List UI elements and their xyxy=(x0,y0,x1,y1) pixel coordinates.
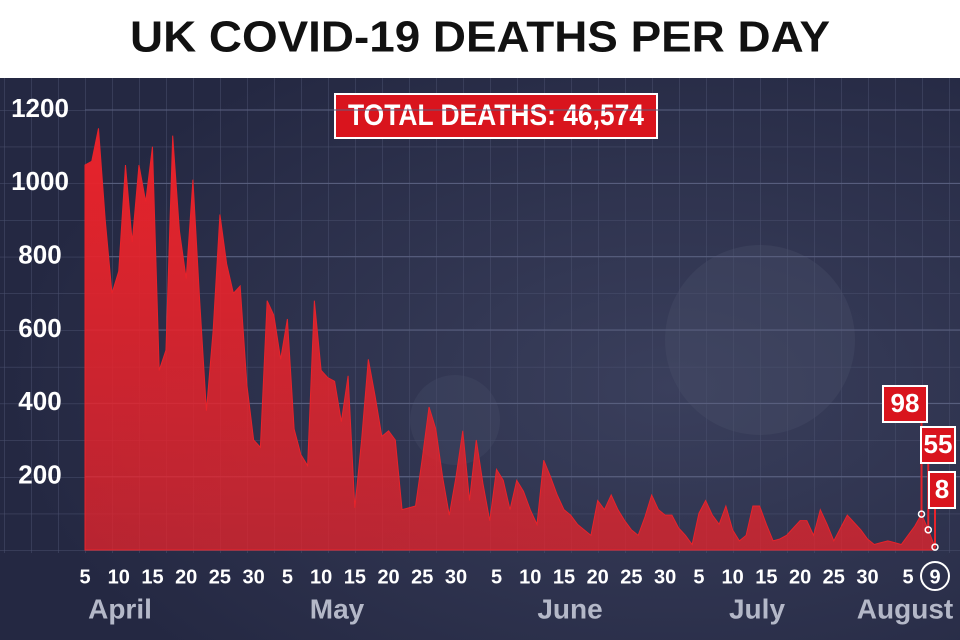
x-tick-label: 10 xyxy=(310,566,332,588)
x-tick-label: 5 xyxy=(491,566,502,588)
callout-dot xyxy=(917,510,926,518)
x-tick-label: 25 xyxy=(209,566,231,588)
x-tick-label: 9 xyxy=(929,566,940,588)
x-tick-label: 20 xyxy=(175,566,197,588)
x-tick-label: 15 xyxy=(141,566,163,588)
x-tick-label: 30 xyxy=(856,566,878,588)
x-tick-label: 25 xyxy=(620,566,642,588)
x-tick-label: 25 xyxy=(823,566,845,588)
x-tick-label: 15 xyxy=(755,566,777,588)
callout-dot xyxy=(931,543,939,551)
x-tick-label: 20 xyxy=(789,566,811,588)
x-tick-label: 20 xyxy=(377,566,399,588)
month-label: June xyxy=(537,593,602,624)
title-band xyxy=(0,0,960,78)
highlight-circle xyxy=(920,561,950,591)
annotation-box xyxy=(334,93,658,139)
virus-texture xyxy=(665,245,855,435)
callout-dot xyxy=(924,526,933,534)
x-tick-label: 5 xyxy=(693,566,704,588)
callout-box xyxy=(882,385,928,423)
callout-box xyxy=(920,426,956,464)
x-tick-label: 5 xyxy=(902,566,913,588)
x-tick-label: 10 xyxy=(721,566,743,588)
value-label: 98 xyxy=(891,388,920,418)
x-tick-label: 5 xyxy=(282,566,293,588)
area xyxy=(84,128,936,551)
month-label: April xyxy=(88,593,152,624)
month-label: May xyxy=(310,593,365,624)
x-tick-label: 30 xyxy=(243,566,265,588)
x-tick-label: 10 xyxy=(519,566,541,588)
y-tick-label: 400 xyxy=(18,386,61,416)
value-label: 8 xyxy=(935,474,949,504)
x-tick-label: 25 xyxy=(411,566,433,588)
y-tick-label: 600 xyxy=(18,313,61,343)
callout-box xyxy=(928,471,956,509)
x-tick-label: 20 xyxy=(587,566,609,588)
value-label: 55 xyxy=(924,429,953,459)
y-tick-label: 1200 xyxy=(11,93,69,123)
annotation: TOTAL DEATHS: 46,574 xyxy=(348,99,644,132)
month-label: August xyxy=(857,593,953,624)
x-tick-label: 5 xyxy=(79,566,90,588)
month-label: July xyxy=(729,593,785,624)
chart-title: UK COVID-19 DEATHS PER DAY xyxy=(130,13,830,62)
y-tick-label: 200 xyxy=(18,460,61,490)
y-tick-label: 800 xyxy=(18,240,61,270)
x-tick-label: 15 xyxy=(553,566,575,588)
x-tick-label: 15 xyxy=(344,566,366,588)
x-tick-label: 10 xyxy=(108,566,130,588)
x-tick-label: 30 xyxy=(445,566,467,588)
y-tick-label: 1000 xyxy=(11,166,69,196)
x-tick-label: 30 xyxy=(654,566,676,588)
